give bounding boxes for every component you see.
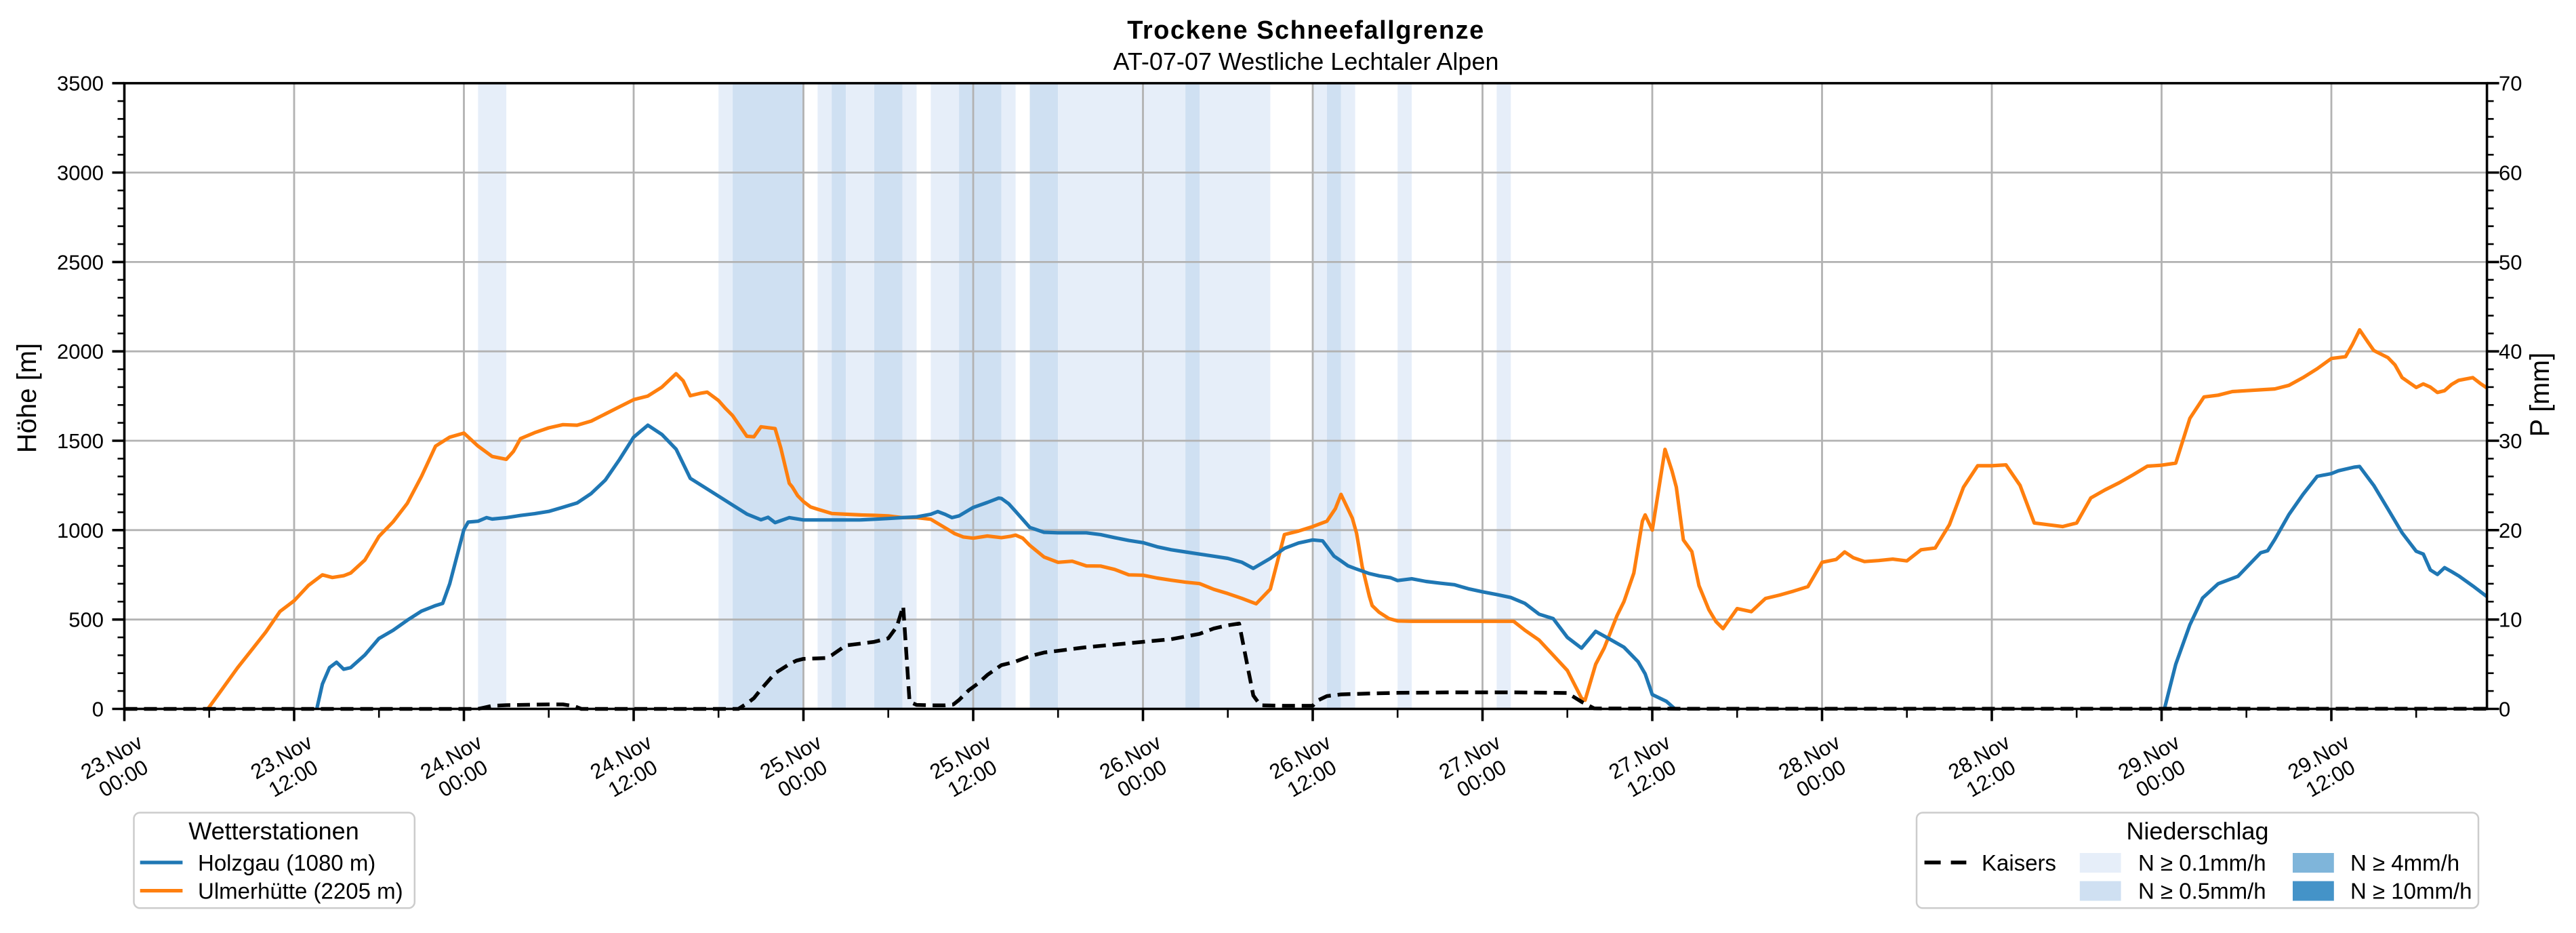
svg-text:0: 0 (2499, 698, 2510, 721)
svg-text:1500: 1500 (57, 429, 104, 453)
svg-text:Wetterstationen: Wetterstationen (188, 817, 359, 845)
svg-text:N ≥ 10mm/h: N ≥ 10mm/h (2350, 879, 2472, 904)
svg-text:1000: 1000 (57, 519, 104, 542)
svg-text:3000: 3000 (57, 161, 104, 185)
svg-text:Niederschlag: Niederschlag (2126, 817, 2268, 845)
svg-text:Kaisers: Kaisers (1982, 850, 2056, 875)
svg-text:50: 50 (2499, 250, 2522, 274)
svg-text:60: 60 (2499, 161, 2522, 185)
svg-text:N ≥ 0.1mm/h: N ≥ 0.1mm/h (2138, 850, 2266, 875)
svg-text:0: 0 (92, 698, 104, 721)
svg-text:70: 70 (2499, 72, 2522, 96)
svg-text:500: 500 (68, 608, 104, 632)
svg-text:30: 30 (2499, 429, 2522, 453)
svg-text:P [mm]: P [mm] (2525, 353, 2555, 437)
svg-text:Holzgau (1080 m): Holzgau (1080 m) (198, 850, 375, 875)
svg-text:2000: 2000 (57, 340, 104, 363)
svg-text:N ≥ 0.5mm/h: N ≥ 0.5mm/h (2138, 879, 2266, 904)
svg-text:Ulmerhütte (2205 m): Ulmerhütte (2205 m) (198, 879, 403, 904)
svg-text:2500: 2500 (57, 250, 104, 274)
svg-text:AT-07-07 Westliche Lechtaler A: AT-07-07 Westliche Lechtaler Alpen (1113, 47, 1499, 75)
svg-text:3500: 3500 (57, 72, 104, 96)
svg-text:N ≥ 4mm/h: N ≥ 4mm/h (2350, 850, 2459, 875)
svg-text:40: 40 (2499, 340, 2522, 363)
svg-text:10: 10 (2499, 608, 2522, 632)
svg-text:Höhe [m]: Höhe [m] (12, 343, 42, 453)
svg-text:Trockene Schneefallgrenze: Trockene Schneefallgrenze (1127, 16, 1484, 45)
svg-text:20: 20 (2499, 519, 2522, 542)
